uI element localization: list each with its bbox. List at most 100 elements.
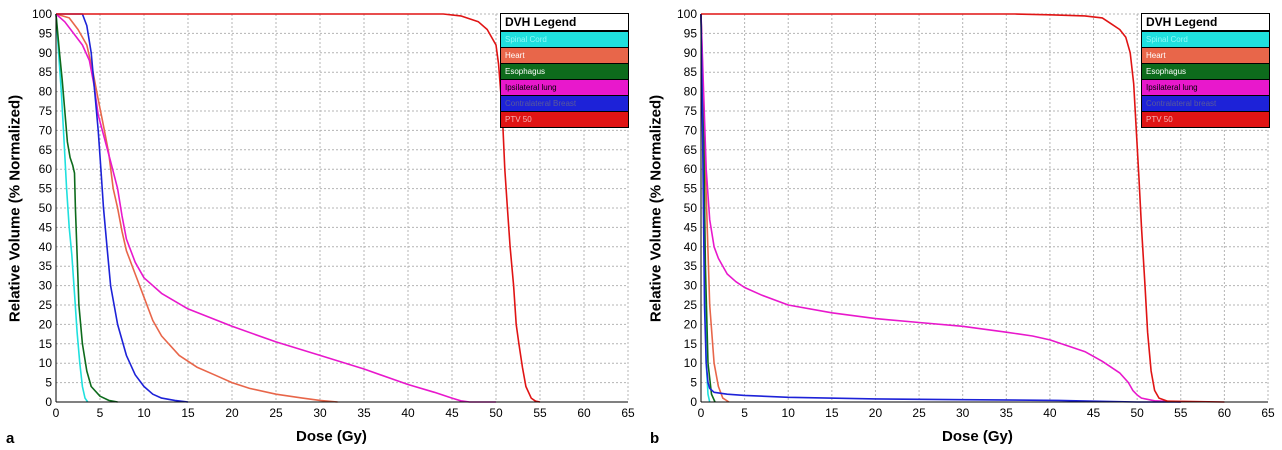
y-tick-label-b: 80 bbox=[684, 85, 698, 99]
y-tick-label-a: 35 bbox=[39, 259, 53, 273]
y-tick-label-a: 95 bbox=[39, 26, 53, 40]
x-tick-label-a: 65 bbox=[621, 406, 635, 420]
dvh-legend-b: DVH Legend Spinal Cord Heart Esophagus Ipsi… bbox=[1141, 13, 1270, 128]
legend-item-contralateral-breast: Contralateral Breast bbox=[501, 95, 628, 111]
y-tick-label-a: 80 bbox=[39, 85, 53, 99]
y-tick-label-a: 15 bbox=[39, 337, 53, 351]
y-tick-label-b: 15 bbox=[684, 337, 698, 351]
y-tick-label-a: 0 bbox=[45, 395, 52, 409]
x-tick-label-b: 20 bbox=[869, 406, 883, 420]
y-tick-label-a: 10 bbox=[39, 356, 53, 370]
y-tick-label-b: 55 bbox=[684, 182, 698, 196]
x-tick-label-b: 60 bbox=[1218, 406, 1232, 420]
legend-item-ptv-50: PTV 50 bbox=[1142, 111, 1269, 127]
y-tick-label-b: 60 bbox=[684, 162, 698, 176]
series-contralateral-breast-b bbox=[700, 13, 1181, 403]
x-tick-label-a: 35 bbox=[357, 406, 371, 420]
x-axis-label-a: Dose (Gy) bbox=[296, 428, 367, 445]
y-tick-label-a: 5 bbox=[45, 376, 52, 390]
legend-item-spinal-cord: Spinal Cord bbox=[1142, 31, 1269, 47]
series-esophagus-a bbox=[55, 13, 118, 403]
y-tick-label-b: 20 bbox=[684, 317, 698, 331]
y-tick-label-b: 0 bbox=[690, 395, 697, 409]
x-tick-label-a: 30 bbox=[313, 406, 327, 420]
y-tick-label-b: 25 bbox=[684, 298, 698, 312]
y-tick-label-b: 10 bbox=[684, 356, 698, 370]
x-tick-label-a: 40 bbox=[401, 406, 415, 420]
x-tick-label-b: 15 bbox=[825, 406, 839, 420]
y-tick-label-a: 65 bbox=[39, 143, 53, 157]
y-tick-label-a: 50 bbox=[39, 201, 53, 215]
series-ipsilateral-lung-a bbox=[55, 13, 496, 403]
x-tick-label-a: 20 bbox=[225, 406, 239, 420]
legend-item-spinal-cord: Spinal Cord bbox=[501, 31, 628, 47]
x-tick-label-b: 35 bbox=[1000, 406, 1014, 420]
y-axis-label-b: Relative Volume (% Normalized) bbox=[647, 94, 665, 323]
y-tick-label-b: 70 bbox=[684, 123, 698, 137]
y-tick-label-a: 40 bbox=[39, 240, 53, 254]
y-tick-label-a: 85 bbox=[39, 65, 53, 79]
x-tick-label-b: 0 bbox=[698, 406, 705, 420]
y-tick-label-a: 30 bbox=[39, 279, 53, 293]
y-tick-label-b: 90 bbox=[684, 46, 698, 60]
x-tick-label-a: 55 bbox=[533, 406, 547, 420]
legend-item-esophagus: Esophagus bbox=[1142, 63, 1269, 79]
legend-item-heart: Heart bbox=[1142, 47, 1269, 63]
x-tick-label-a: 25 bbox=[269, 406, 283, 420]
series-ipsilateral-lung-b bbox=[700, 13, 1181, 403]
x-tick-label-b: 5 bbox=[741, 406, 748, 420]
dvh-legend-a: DVH Legend Spinal Cord Heart Esophagus Ipsi… bbox=[500, 13, 629, 128]
y-tick-label-b: 100 bbox=[677, 7, 697, 21]
y-tick-label-a: 45 bbox=[39, 220, 53, 234]
y-tick-label-a: 75 bbox=[39, 104, 53, 118]
y-tick-label-b: 40 bbox=[684, 240, 698, 254]
series-ptv-50-a bbox=[56, 13, 541, 403]
legend-item-ipsilateral-lung: Ipsilateral lung bbox=[501, 79, 628, 95]
y-tick-label-b: 35 bbox=[684, 259, 698, 273]
y-tick-label-b: 50 bbox=[684, 201, 698, 215]
legend-item-ptv-50: PTV 50 bbox=[501, 111, 628, 127]
y-tick-label-a: 60 bbox=[39, 162, 53, 176]
x-tick-label-b: 65 bbox=[1261, 406, 1275, 420]
y-tick-label-a: 25 bbox=[39, 298, 53, 312]
series-esophagus-b bbox=[700, 13, 716, 403]
x-tick-label-a: 0 bbox=[53, 406, 60, 420]
legend-item-esophagus: Esophagus bbox=[501, 63, 628, 79]
chart-panel-a: 0 5 10 15 20 25 30 35 40 45 50 55 60 65 0 5 10 15 20 25 30 35… bbox=[6, 7, 635, 447]
x-tick-label-a: 15 bbox=[181, 406, 195, 420]
y-tick-label-a: 90 bbox=[39, 46, 53, 60]
series-spinal-cord-a bbox=[55, 13, 89, 403]
y-axis-label-a: Relative Volume (% Normalized) bbox=[6, 94, 24, 323]
y-tick-label-b: 95 bbox=[684, 26, 698, 40]
legend-item-heart: Heart bbox=[501, 47, 628, 63]
legend-item-contralateral-breast: Contralateral breast bbox=[1142, 95, 1269, 111]
y-tick-label-a: 55 bbox=[39, 182, 53, 196]
legend-title-b: DVH Legend bbox=[1142, 14, 1269, 31]
x-tick-label-b: 55 bbox=[1174, 406, 1188, 420]
y-tick-label-b: 85 bbox=[684, 65, 698, 79]
legend-item-ipsilateral-lung: Ipsilateral lung bbox=[1142, 79, 1269, 95]
y-tick-label-a: 70 bbox=[39, 123, 53, 137]
y-tick-label-a: 100 bbox=[32, 7, 52, 21]
x-tick-label-b: 30 bbox=[956, 406, 970, 420]
dvh-plot-b: 0 5 10 15 20 25 30 35 40 45 50 55 60 65 0 5 10 15 20 25 30 35… bbox=[677, 7, 1275, 420]
series-ptv-50-b bbox=[701, 13, 1225, 403]
panel-label-b: b bbox=[650, 430, 660, 447]
x-tick-label-a: 10 bbox=[137, 406, 151, 420]
x-tick-label-b: 45 bbox=[1087, 406, 1101, 420]
x-tick-label-b: 10 bbox=[782, 406, 796, 420]
y-tick-label-b: 75 bbox=[684, 104, 698, 118]
x-tick-label-a: 5 bbox=[97, 406, 104, 420]
y-tick-label-b: 45 bbox=[684, 220, 698, 234]
panel-label-a: a bbox=[6, 430, 15, 447]
x-tick-label-b: 50 bbox=[1130, 406, 1144, 420]
x-tick-label-b: 40 bbox=[1043, 406, 1057, 420]
y-tick-label-b: 5 bbox=[690, 376, 697, 390]
x-axis-label-b: Dose (Gy) bbox=[942, 428, 1013, 445]
legend-title-a: DVH Legend bbox=[501, 14, 628, 31]
y-tick-label-a: 20 bbox=[39, 317, 53, 331]
y-tick-label-b: 30 bbox=[684, 279, 698, 293]
y-tick-label-b: 65 bbox=[684, 143, 698, 157]
series-contralateral-breast-a bbox=[56, 13, 189, 403]
x-tick-label-a: 60 bbox=[577, 406, 591, 420]
